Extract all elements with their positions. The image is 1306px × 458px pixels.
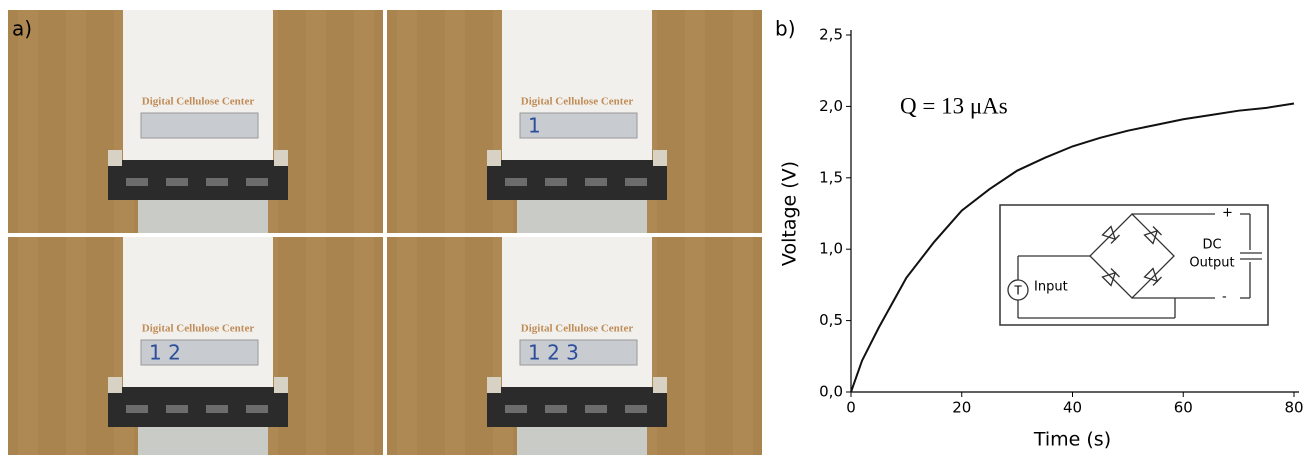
- connector-pin: [625, 178, 647, 186]
- output-label: Output: [1189, 256, 1234, 271]
- cardboard-stripe: [397, 10, 417, 233]
- cardboard-stripe: [66, 10, 86, 233]
- diode: [1143, 226, 1162, 245]
- connector-clip: [653, 377, 667, 393]
- annotation: Q = 13 μAs: [900, 93, 1008, 118]
- connector-pin: [206, 405, 228, 413]
- ribbon-cable: [138, 195, 268, 233]
- connector-clip: [108, 377, 122, 393]
- connector-pin: [625, 405, 647, 413]
- diode: [1101, 225, 1120, 244]
- cardboard-stripe: [445, 237, 465, 455]
- brand-text: Digital Cellulose Center: [142, 96, 255, 108]
- bridge: [1089, 213, 1175, 299]
- minus-label: -: [1222, 290, 1227, 305]
- photo: Digital Cellulose Center: [8, 10, 383, 233]
- cardboard-stripe: [354, 237, 374, 455]
- inset-frame: [999, 204, 1269, 326]
- cardboard-stripe: [733, 10, 753, 233]
- cardboard-stripe: [18, 10, 38, 233]
- connector-pin: [505, 405, 527, 413]
- paper: [502, 10, 652, 170]
- ribbon-cable: [138, 422, 268, 455]
- brand-text: Digital Cellulose Center: [142, 323, 255, 335]
- connector-pin: [166, 405, 188, 413]
- source-label: T: [1013, 284, 1022, 298]
- display-digits: 1 2 3: [528, 341, 579, 365]
- y-tick-label: 0,0: [819, 383, 843, 401]
- photo: Digital Cellulose Center 1: [387, 10, 762, 233]
- cardboard-stripe: [685, 237, 705, 455]
- connector-pin: [246, 178, 268, 186]
- paper: [123, 10, 273, 170]
- connector-clip: [487, 377, 501, 393]
- y-tick-label: 1,5: [819, 168, 843, 186]
- cardboard-stripe: [18, 237, 38, 455]
- data-line: [850, 102, 1295, 393]
- connector-pin: [126, 405, 148, 413]
- paper: [502, 237, 652, 397]
- cardboard-stripe: [685, 10, 705, 233]
- connector-pin: [585, 178, 607, 186]
- cardboard-stripe: [733, 237, 753, 455]
- cardboard-stripe: [354, 10, 374, 233]
- x-tick-label: 60: [1174, 399, 1193, 417]
- connector-pin: [505, 178, 527, 186]
- panel-a: Digital Cellulose Center Digital Cellulos…: [8, 10, 762, 455]
- display: [519, 339, 638, 366]
- photo: Digital Cellulose Center 1 2: [8, 237, 383, 455]
- y-tick-label: 1,0: [819, 240, 843, 258]
- brand-text: Digital Cellulose Center: [521, 323, 634, 335]
- plus-label: +: [1222, 206, 1233, 221]
- display: [140, 112, 259, 139]
- connector-pin: [126, 178, 148, 186]
- diode: [1143, 267, 1162, 286]
- inset: T Input + - DC Output: [999, 204, 1269, 326]
- connector-pin: [206, 178, 228, 186]
- cardboard-stripe: [397, 237, 417, 455]
- y-tick-label: 0,5: [819, 311, 843, 329]
- connector-clip: [274, 377, 288, 393]
- y-tick-label: 2,0: [819, 97, 843, 115]
- cardboard-stripe: [445, 10, 465, 233]
- display: [519, 112, 638, 139]
- dc-label: DC: [1202, 238, 1221, 253]
- cardboard-stripe: [306, 237, 326, 455]
- display-digits: 1: [528, 114, 541, 138]
- connector-clip: [653, 150, 667, 166]
- paper: [123, 237, 273, 397]
- x-tick-label: 80: [1284, 399, 1303, 417]
- connector-pin: [246, 405, 268, 413]
- brand-text: Digital Cellulose Center: [521, 96, 634, 108]
- diode: [1101, 268, 1120, 287]
- connector-clip: [487, 150, 501, 166]
- connector-pin: [545, 178, 567, 186]
- connector-clip: [274, 150, 288, 166]
- input-label: Input: [1034, 280, 1068, 295]
- ribbon-cable: [517, 195, 647, 233]
- y-tick-label: 2,5: [819, 26, 843, 44]
- connector-pin: [166, 178, 188, 186]
- x-tick-label: 0: [846, 399, 856, 417]
- x-axis-label: Time (s): [1033, 429, 1111, 451]
- panel-b: 0,0 0,5 1,0 1,5 2,0 2,5 0 20 40 60 80 Time (s) Volta…: [779, 26, 1304, 451]
- x-tick-label: 40: [1063, 399, 1082, 417]
- connector-clip: [108, 150, 122, 166]
- display: [140, 339, 259, 366]
- cardboard-stripe: [306, 10, 326, 233]
- cardboard-stripe: [66, 237, 86, 455]
- photo: Digital Cellulose Center 1 2 3: [387, 237, 762, 455]
- connector-pin: [585, 405, 607, 413]
- ribbon-cable: [517, 422, 647, 455]
- panel-label: b): [775, 17, 796, 41]
- source: [1007, 279, 1029, 301]
- x-tick-label: 20: [952, 399, 971, 417]
- y-axis-label: Voltage (V): [779, 161, 801, 266]
- connector-pin: [545, 405, 567, 413]
- display-digits: 1 2: [149, 341, 181, 365]
- panel-label: a): [12, 17, 32, 41]
